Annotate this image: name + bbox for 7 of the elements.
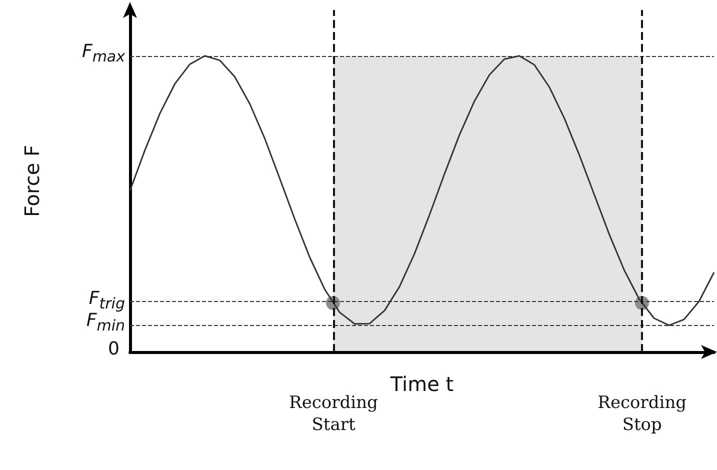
text: 0 [108,338,120,360]
text: Recording Stop [598,393,687,435]
ref-line-label: F$_{trig}$ [88,288,125,312]
ref-line-label: F$_{max}$ [82,40,125,66]
y-axis-title: Force F [20,145,44,217]
text: Recording Start [289,393,378,435]
x-axis-title: Time t [389,372,454,396]
